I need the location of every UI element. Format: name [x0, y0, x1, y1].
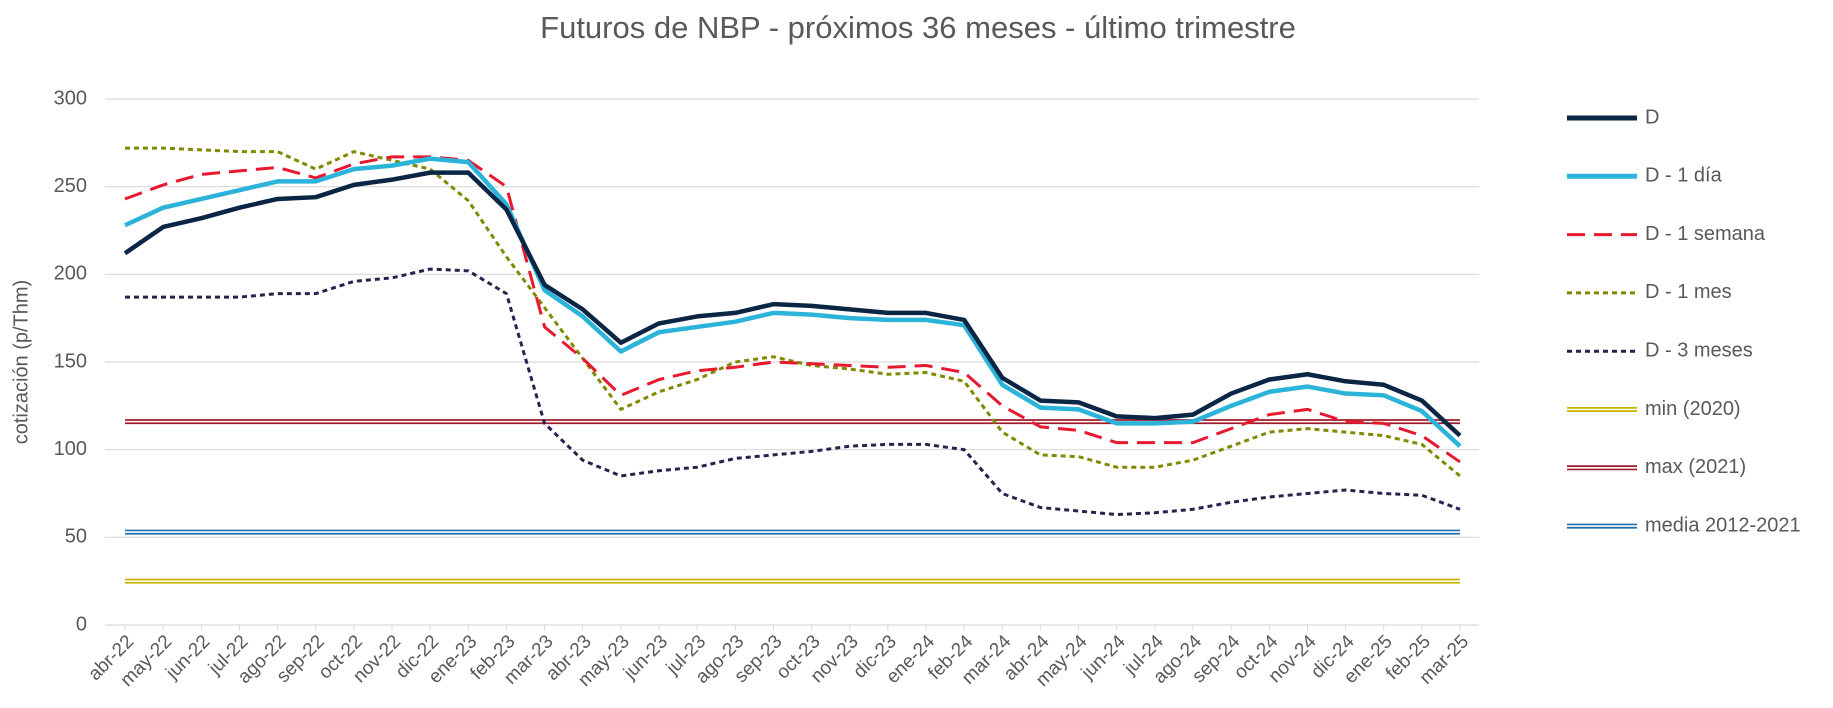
legend-label: D: [1645, 106, 1659, 128]
legend-label: D - 3 meses: [1645, 339, 1753, 361]
y-tick-label: 300: [54, 87, 87, 109]
y-tick-label: 50: [65, 526, 87, 548]
chart-title: Futuros de NBP - próximos 36 meses - últ…: [540, 10, 1296, 45]
series-line: [123, 170, 1462, 438]
y-axis-label: cotización (p/Thm): [10, 280, 32, 445]
series-line: [125, 146, 1461, 478]
legend-label: D - 1 día: [1645, 165, 1723, 187]
x-tick-label: jun-22: [161, 631, 214, 684]
y-tick-label: 0: [76, 613, 87, 635]
legend-label: min (2020): [1645, 398, 1741, 420]
series-line: [125, 267, 1461, 517]
y-tick-label: 150: [54, 350, 87, 372]
series-line: [124, 156, 1462, 448]
x-tick-label: jun-23: [619, 631, 672, 684]
legend-label: D - 1 mes: [1645, 281, 1732, 303]
y-tick-label: 250: [54, 175, 87, 197]
y-tick-label: 100: [54, 438, 87, 460]
x-tick-label: jun-24: [1077, 631, 1130, 684]
legend-label: media 2012-2021: [1645, 514, 1801, 536]
series-line: [124, 155, 1461, 464]
y-tick-label: 200: [54, 263, 87, 285]
legend-label: max (2021): [1645, 456, 1746, 478]
legend-label: D - 1 semana: [1645, 223, 1766, 245]
